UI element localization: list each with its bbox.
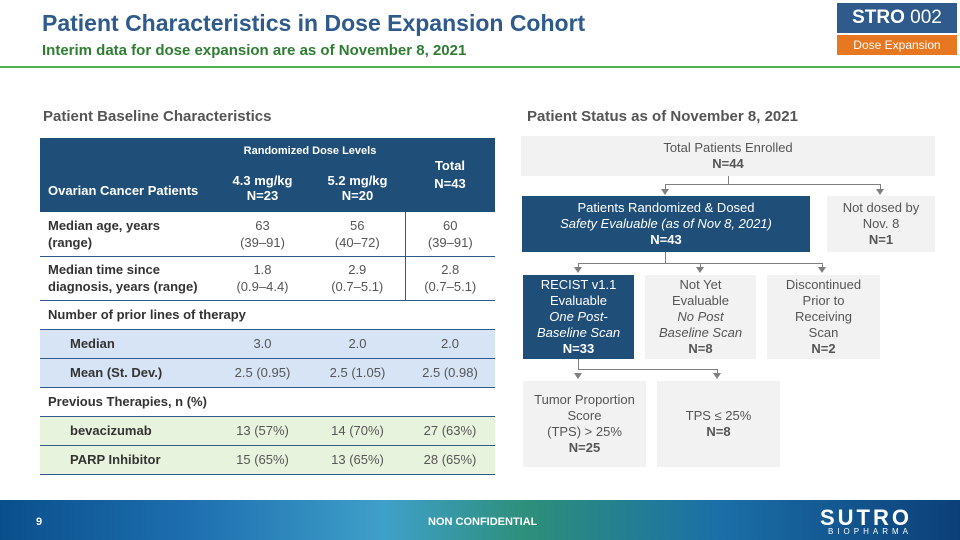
discontinued-box: Discontinued Prior to Receiving Scan N=2	[767, 275, 880, 359]
badge-sub: Dose Expansion	[837, 35, 957, 55]
arrow-icon	[574, 373, 582, 379]
connector	[717, 369, 718, 374]
page-number: 9	[36, 516, 43, 528]
recist-box: RECIST v1.1 Evaluable One Post- Baseline…	[523, 275, 634, 359]
page-title: Patient Characteristics in Dose Expansio…	[42, 10, 586, 36]
badge-main: STRO 002	[837, 3, 957, 33]
col-header-dose2: 5.2 mg/kg N=20	[310, 164, 405, 212]
table-row: Median age, years (range) 63 (39–91) 56 (40…	[40, 212, 495, 257]
company-logo: SUTRO	[820, 505, 912, 530]
col-header-group: Randomized Dose Levels	[215, 138, 405, 164]
connector	[665, 184, 881, 185]
table-section-row: Previous Therapies, n (%)	[40, 387, 495, 417]
arrow-icon	[876, 189, 884, 195]
connector	[880, 184, 881, 190]
connector	[578, 263, 579, 268]
randomized-box: Patients Randomized & Dosed Safety Evalu…	[522, 196, 810, 252]
tps-high-box: Tumor Proportion Score (TPS) > 25% N=25	[523, 381, 646, 467]
connector	[578, 369, 718, 370]
table-row: bevacizumab 13 (57%) 14 (70%) 27 (63%)	[40, 416, 495, 446]
col-header-total: Total N=43	[405, 138, 495, 212]
connector	[578, 359, 579, 369]
not-yet-box: Not Yet Evaluable No Post Baseline Scan …	[645, 275, 756, 359]
table-row: Mean (St. Dev.) 2.5 (0.95) 2.5 (1.05) 2.…	[40, 358, 495, 388]
page-subtitle: Interim data for dose expansion are as o…	[42, 42, 467, 59]
company-logo-subtitle: BIOPHARMA	[828, 527, 913, 536]
baseline-heading: Patient Baseline Characteristics	[43, 108, 272, 125]
arrow-icon	[696, 267, 704, 273]
table-header-row-2: 4.3 mg/kg N=23 5.2 mg/kg N=20	[40, 164, 495, 212]
arrow-icon	[818, 267, 826, 273]
title-divider	[0, 66, 960, 68]
connector	[665, 184, 666, 190]
not-dosed-box: Not dosed by Nov. 8 N=1	[827, 196, 935, 252]
enrolled-box: Total Patients Enrolled N=44	[521, 136, 935, 176]
table-row: Median 3.0 2.0 2.0	[40, 329, 495, 359]
connector	[728, 176, 729, 184]
connector	[822, 263, 823, 268]
table-row: PARP Inhibitor 15 (65%) 13 (65%) 28 (65%…	[40, 445, 495, 475]
footer-band	[0, 500, 960, 540]
status-heading: Patient Status as of November 8, 2021	[527, 108, 798, 125]
col-header-population: Ovarian Cancer Patients	[40, 138, 215, 212]
arrow-icon	[574, 267, 582, 273]
table-header-row-1: Ovarian Cancer Patients Randomized Dose …	[40, 138, 495, 212]
tps-low-box: TPS ≤ 25% N=8	[657, 381, 780, 467]
confidentiality-label: NON CONFIDENTIAL	[428, 516, 538, 528]
arrow-icon	[661, 189, 669, 195]
col-header-dose1: 4.3 mg/kg N=23	[215, 164, 310, 212]
connector	[665, 252, 666, 263]
program-badge: STRO 002 Dose Expansion	[837, 3, 957, 55]
connector	[700, 263, 701, 268]
arrow-icon	[713, 373, 721, 379]
table-section-row: Number of prior lines of therapy	[40, 300, 495, 330]
baseline-table: Ovarian Cancer Patients Randomized Dose …	[40, 138, 495, 475]
table-row: Median time since diagnosis, years (range…	[40, 256, 495, 301]
